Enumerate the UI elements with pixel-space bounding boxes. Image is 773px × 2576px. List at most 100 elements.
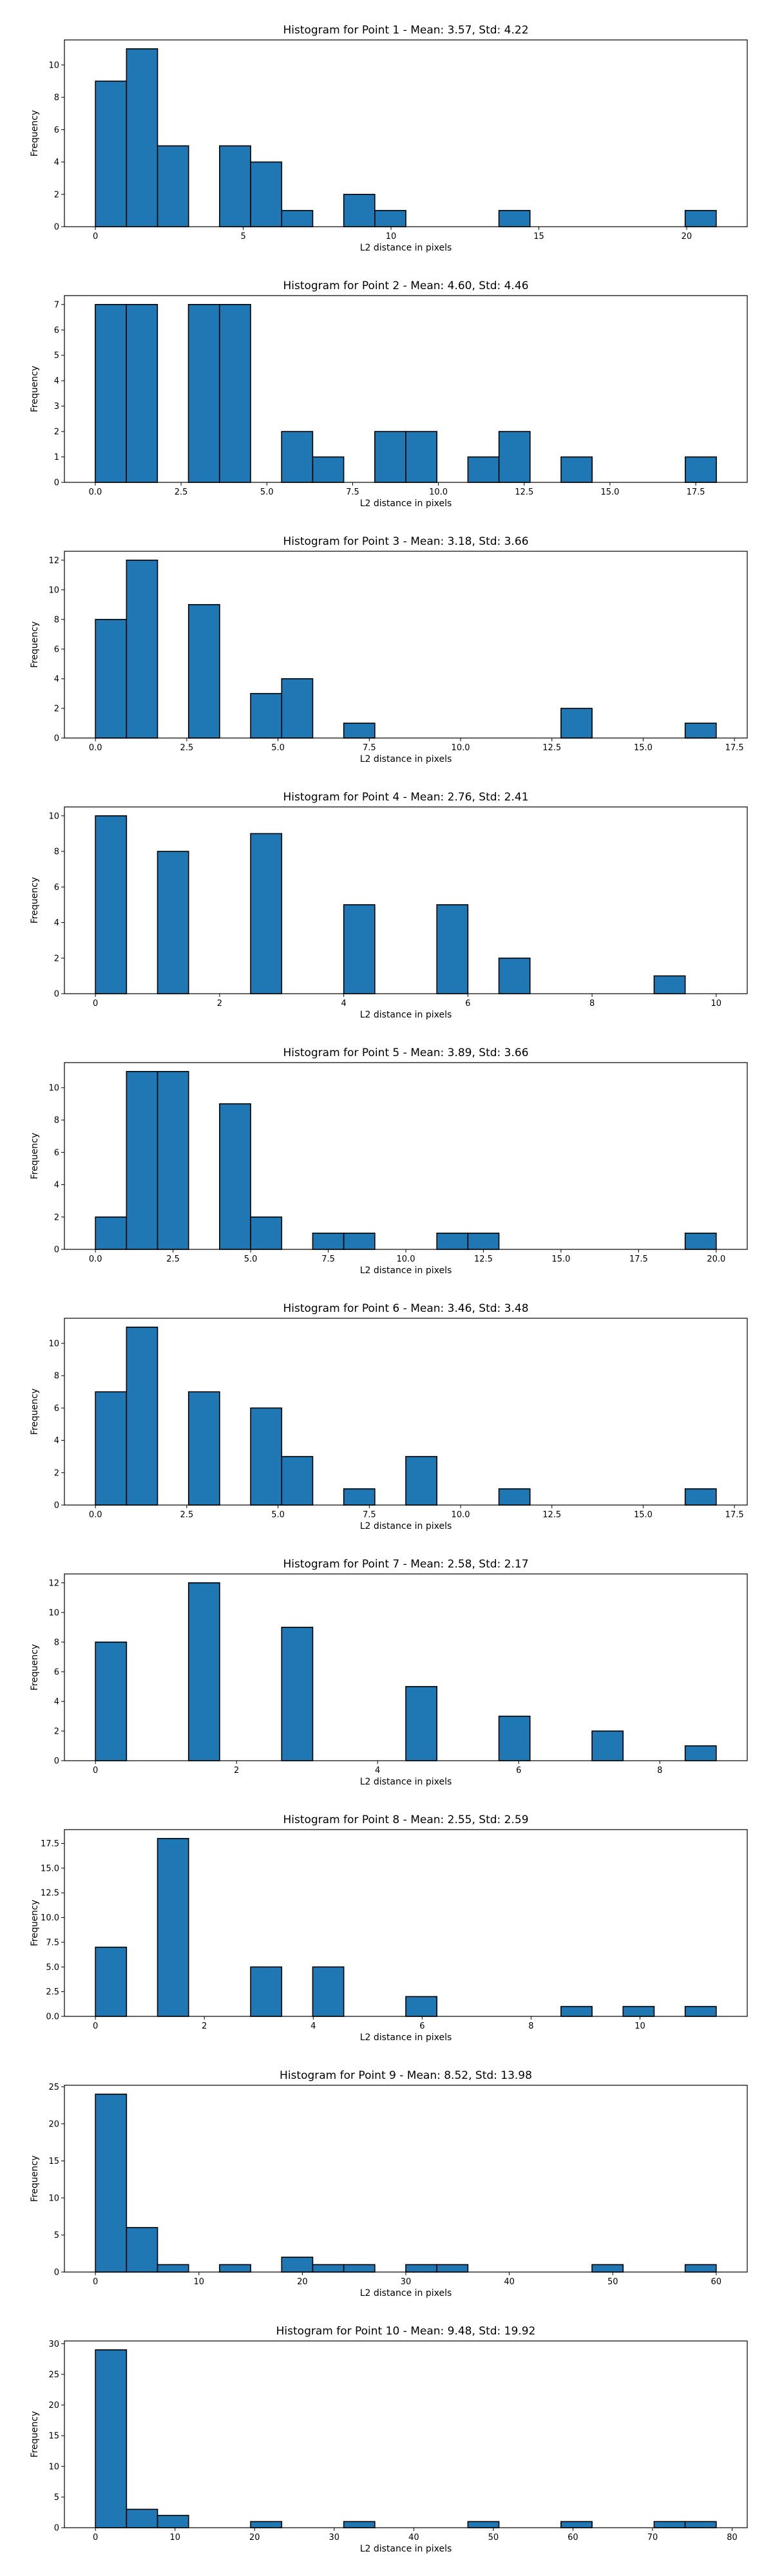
histogram-svg: Histogram for Point 8 - Mean: 2.55, Std:… [30,1814,748,2043]
x-tick-label: 50 [607,2277,618,2287]
x-tick-label: 60 [711,2277,722,2287]
x-tick-label: 10 [194,2277,205,2287]
x-tick-label: 2.5 [180,1510,194,1520]
histogram-bar [312,1233,345,1250]
x-axis-label: L2 distance in pixels [360,243,452,253]
y-tick-label: 0 [54,223,59,232]
histogram-bar [343,193,376,227]
y-axis-label: Frequency [30,2155,40,2202]
y-tick-label: 6 [54,645,59,654]
histogram-bar [95,304,127,483]
histogram-panel-8: Histogram for Point 8 - Mean: 2.55, Std:… [0,1790,773,2047]
y-tick-label: 0.0 [46,2012,59,2022]
histogram-bar [157,2264,189,2273]
x-tick-label: 10 [711,999,722,1009]
histogram-bar [684,2521,717,2528]
histogram-bar [653,2521,686,2528]
histogram-panel-10: Histogram for Point 10 - Mean: 9.48, Std… [0,2301,773,2559]
histogram-bar [281,2257,314,2273]
histogram-bar [187,304,220,483]
y-tick-label: 2 [54,428,59,437]
y-tick-label: 6 [54,326,59,336]
histogram-bar [126,2508,158,2528]
histogram-bar [467,456,500,483]
x-tick-label: 17.5 [725,1510,744,1520]
histogram-bar [219,2264,251,2273]
histogram-bar [157,1071,189,1250]
y-tick-label: 7 [54,300,59,310]
x-tick-label: 2 [217,999,222,1009]
x-tick-label: 6 [419,2022,425,2031]
x-tick-label: 15.0 [634,1510,653,1520]
histogram-svg: Histogram for Point 2 - Mean: 4.60, Std:… [30,279,748,509]
histogram-bar [343,1233,376,1250]
histogram-bar [95,2349,128,2528]
histogram-bar [498,210,531,227]
x-tick-label: 10 [635,2022,645,2031]
histogram-bar [126,1327,158,1506]
chart-title: Histogram for Point 1 - Mean: 3.57, Std:… [283,24,528,37]
x-tick-label: 10.0 [397,1255,415,1264]
y-tick-label: 6 [54,1667,59,1677]
histogram-bar [684,2264,717,2273]
x-tick-label: 15.0 [551,1255,570,1264]
histogram-bar [250,693,283,739]
y-tick-label: 10 [48,811,59,821]
y-tick-label: 1 [54,453,59,462]
histogram-panel-2: Histogram for Point 2 - Mean: 4.60, Std:… [0,256,773,513]
y-tick-label: 8 [54,1372,59,1381]
histogram-svg: Histogram for Point 6 - Mean: 3.46, Std:… [30,1302,748,1531]
y-tick-label: 5.0 [46,1963,59,1973]
x-tick-label: 0 [93,2533,98,2543]
x-tick-label: 0 [93,1766,98,1776]
x-tick-label: 10.0 [452,743,470,753]
histogram-bar [560,2005,593,2017]
y-tick-label: 4 [54,1180,59,1190]
chart-title: Histogram for Point 6 - Mean: 3.46, Std:… [283,1302,528,1315]
y-tick-label: 2 [54,704,59,714]
histogram-bar [126,304,158,483]
x-axis-label: L2 distance in pixels [360,2032,452,2043]
histogram-bar [405,2264,437,2273]
histogram-svg: Histogram for Point 7 - Mean: 2.58, Std:… [30,1558,748,1787]
x-tick-label: 10 [169,2533,180,2543]
histogram-bar [281,431,314,483]
histogram-bar [157,851,189,994]
x-tick-label: 20 [682,232,692,242]
y-tick-label: 15 [48,2432,59,2441]
histogram-bar [95,1216,128,1250]
y-axis-label: Frequency [30,621,40,668]
histogram-bar [405,1455,437,1506]
y-tick-label: 8 [54,1116,59,1126]
histogram-bar [343,2264,376,2273]
x-axis-label: L2 distance in pixels [360,1265,452,1276]
histogram-bar [219,1103,251,1250]
histogram-bar [343,904,376,994]
x-tick-label: 4 [375,1766,380,1776]
x-tick-label: 10.0 [429,488,448,497]
x-tick-label: 70 [647,2533,658,2543]
y-axis-label: Frequency [30,1900,40,1946]
histogram-bar [684,1745,717,1761]
y-tick-label: 5 [54,2493,59,2503]
x-tick-label: 7.5 [346,488,359,497]
histogram-bar [281,1455,314,1506]
y-tick-label: 0 [54,734,59,744]
y-tick-label: 0 [54,2268,59,2278]
histogram-svg: Histogram for Point 3 - Mean: 3.18, Std:… [30,535,748,764]
histogram-bar [126,560,158,739]
x-tick-label: 5 [240,232,245,242]
x-tick-label: 2.5 [166,1255,180,1264]
x-tick-label: 12.5 [542,743,561,753]
histogram-panel-9: Histogram for Point 9 - Mean: 8.52, Std:… [0,2045,773,2303]
y-tick-label: 4 [54,1697,59,1707]
axes-frame [64,295,748,483]
x-tick-label: 30 [401,2277,412,2287]
axes-frame [64,551,748,739]
histogram-bar [560,456,593,483]
histogram-bar [374,210,406,227]
y-tick-label: 2 [54,1468,59,1478]
x-tick-label: 5.0 [260,488,274,497]
y-tick-label: 2.5 [46,1987,59,1997]
x-tick-label: 2 [202,2022,207,2031]
